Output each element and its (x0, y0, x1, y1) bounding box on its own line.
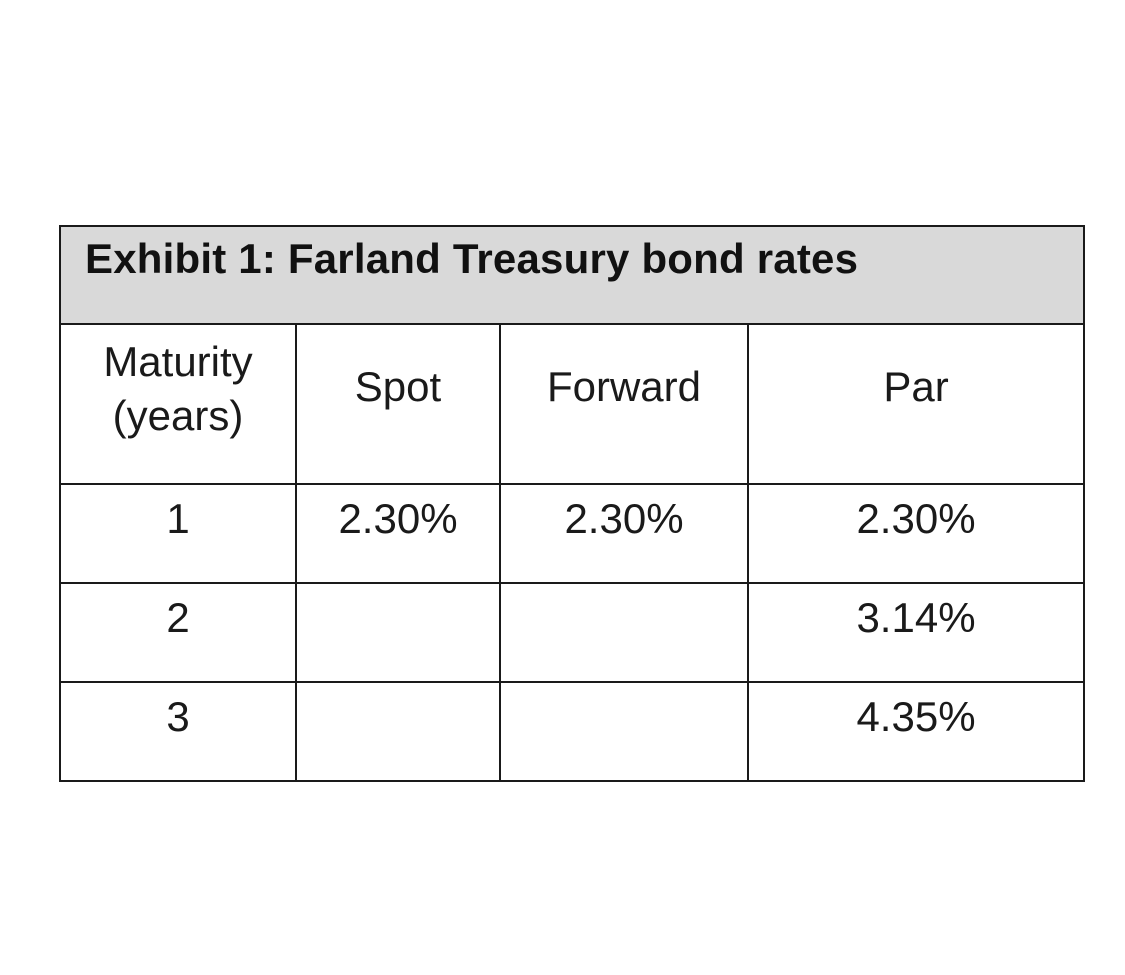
header-maturity-line2: (years) (112, 392, 244, 439)
header-maturity-line1: Maturity (103, 338, 253, 385)
cell-par: 4.35% (746, 681, 1086, 782)
cell-spot (295, 582, 501, 683)
cell-maturity: 1 (59, 483, 297, 584)
header-spot: Spot (295, 323, 501, 485)
cell-maturity: 2 (59, 582, 297, 683)
cell-forward (499, 681, 749, 782)
cell-par: 3.14% (746, 582, 1086, 683)
cell-par: 2.30% (746, 483, 1086, 584)
bond-rates-table: Exhibit 1: Farland Treasury bond rates M… (58, 225, 1086, 782)
table-row: 3 4.35% (59, 681, 1086, 782)
table-title-cell: Exhibit 1: Farland Treasury bond rates (58, 225, 1086, 325)
cell-forward: 2.30% (499, 483, 749, 584)
header-maturity: Maturity (years) (59, 323, 297, 485)
title-row: Exhibit 1: Farland Treasury bond rates (58, 225, 1086, 325)
cell-forward (499, 582, 749, 683)
cell-spot: 2.30% (295, 483, 501, 584)
table-row: 1 2.30% 2.30% 2.30% (59, 483, 1086, 584)
table-title: Exhibit 1: Farland Treasury bond rates (85, 235, 859, 282)
table-row: 2 3.14% (59, 582, 1086, 683)
header-row: Maturity (years) Spot Forward Par (59, 323, 1086, 485)
cell-spot (295, 681, 501, 782)
header-par: Par (746, 323, 1086, 485)
header-forward: Forward (499, 323, 749, 485)
cell-maturity: 3 (59, 681, 297, 782)
